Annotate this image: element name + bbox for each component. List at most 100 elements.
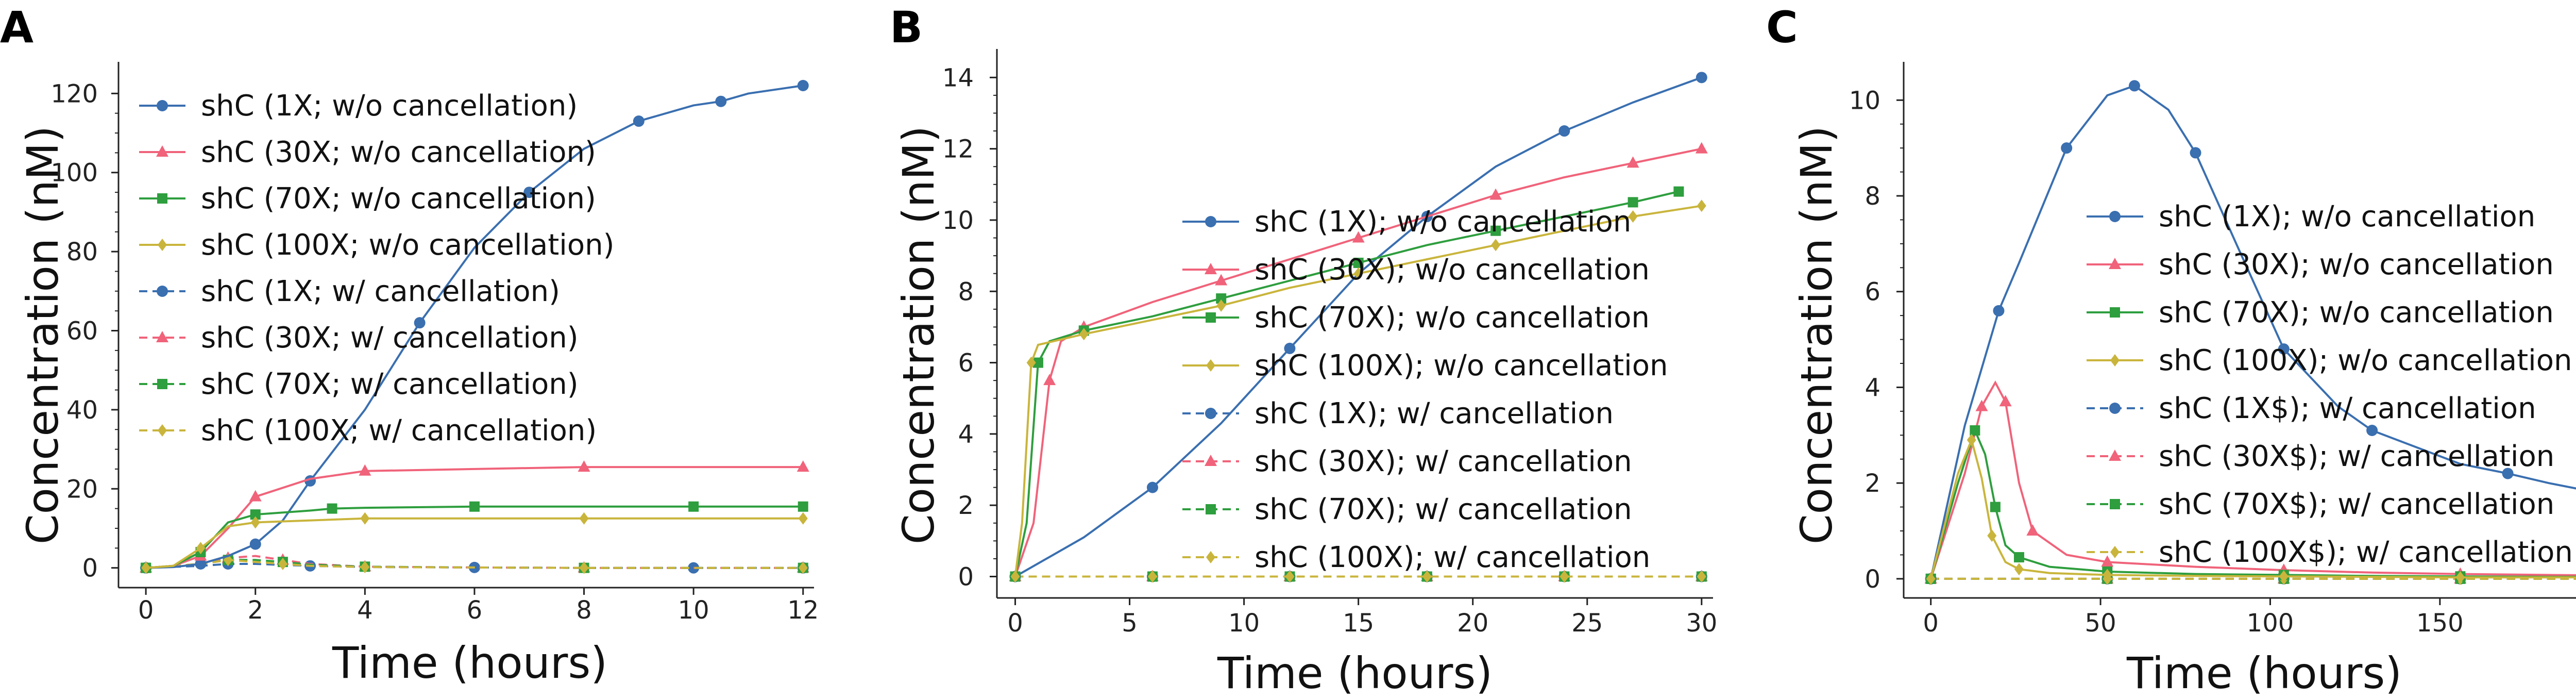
panel-b-data-point xyxy=(1628,210,1638,223)
panel-c-legend-label: shC (1X); w/o cancellation xyxy=(2159,200,2535,234)
panel-c-legend-label: shC (30X); w/o cancellation xyxy=(2159,248,2554,281)
panel-c-data-point xyxy=(2128,80,2140,92)
panel-b-data-point xyxy=(1010,570,1020,583)
panel-a-x-tick-label: 0 xyxy=(138,596,154,625)
panel-b-data-point xyxy=(1216,299,1226,312)
panel-c-data-point xyxy=(2279,570,2289,583)
panel-a-data-point xyxy=(250,516,260,529)
panel-b-y-tick-label: 2 xyxy=(958,491,974,520)
panel-b-legend-marker xyxy=(1206,504,1216,514)
panel-b-data-point xyxy=(1697,199,1706,212)
panel-a-legend-label: shC (1X; w/o cancellation) xyxy=(201,89,578,123)
panel-a-data-point xyxy=(633,115,645,127)
panel-a-legend-label: shC (70X; w/o cancellation) xyxy=(201,182,596,215)
panel-a-x-tick-label: 10 xyxy=(678,596,709,625)
panel-c-data-point xyxy=(2013,552,2024,563)
panel-b-legend-label: shC (1X); w/o cancellation xyxy=(1255,205,1631,239)
panel-a-x-tick-label: 8 xyxy=(576,596,592,625)
panel-c-legend-marker xyxy=(2110,307,2120,318)
panel-b-y-tick-label: 8 xyxy=(958,277,974,306)
panel-c-data-point xyxy=(2061,142,2073,154)
panel-b-data-point xyxy=(1147,570,1157,583)
panel-a-data-point xyxy=(688,501,699,512)
panel-a-legend-marker xyxy=(156,331,168,342)
panel-a-series-line xyxy=(145,466,803,569)
panel-a-data-point xyxy=(249,490,262,502)
panel-b-ylabel: Concentration (nM) xyxy=(893,126,944,544)
panel-letter-b: B xyxy=(890,2,923,53)
panel-a-x-tick-label: 4 xyxy=(357,596,373,625)
panel-c-data-point xyxy=(2101,555,2114,567)
panel-b-data-point xyxy=(1626,156,1639,168)
panel-a-y-tick-label: 0 xyxy=(82,554,98,583)
panel-c-data-point xyxy=(2502,468,2514,479)
panel-a-data-point xyxy=(196,542,206,555)
panel-b-legend-label: shC (70X); w/o cancellation xyxy=(1255,301,1650,335)
panel-a-y-tick-label: 80 xyxy=(66,238,98,266)
panel-a-legend-label: shC (1X; w/ cancellation) xyxy=(201,275,560,308)
panel-c-x-tick-label: 0 xyxy=(1923,609,1939,638)
panel-a-series-line xyxy=(145,517,803,569)
panel-c-data-point xyxy=(1926,572,1936,585)
panel-c-series-line xyxy=(1929,380,2576,579)
panel-c-data-point xyxy=(1970,425,1980,436)
panel-a-data-point xyxy=(195,558,207,570)
panel-c-data-point xyxy=(2026,524,2039,536)
panel-c-y-tick-label: 2 xyxy=(1865,469,1880,498)
panel-b-data-point xyxy=(1422,570,1432,583)
panel-b-data-point xyxy=(1215,274,1228,286)
panel-c-xlabel: Time (hours) xyxy=(2126,648,2402,698)
panel-c-legend: shC (1X); w/o cancellation shC (30X); w/o… xyxy=(2087,200,2573,569)
panel-a-data-point xyxy=(797,80,809,92)
panel-a-legend-marker xyxy=(157,100,168,111)
panel-b-legend-marker xyxy=(1206,551,1215,563)
panel-a-y-tick-label: 120 xyxy=(50,79,98,108)
panel-b-legend-marker xyxy=(1205,216,1216,227)
panel-b-data-point xyxy=(1489,188,1502,200)
panel-c-legend-label: shC (70X); w/o cancellation xyxy=(2159,296,2554,329)
panel-c-legend-label: shC (70X$); w/ cancellation xyxy=(2159,488,2554,521)
panel-c-y-tick-label: 6 xyxy=(1865,278,1880,307)
panel-b-data-point xyxy=(1695,142,1708,154)
panel-c-data-point xyxy=(2190,147,2201,159)
panel-a-y-tick-label: 20 xyxy=(66,475,98,504)
panel-a-y-tick-label: 60 xyxy=(66,317,98,346)
panel-b-legend-marker xyxy=(1206,312,1216,323)
panel-a-data-point xyxy=(578,460,590,472)
panel-b-data-point xyxy=(1353,257,1364,268)
panel-a-x-tick-label: 6 xyxy=(467,596,483,625)
panel-c-x-tick-label: 50 xyxy=(2085,609,2116,638)
panel-c-legend-label: shC (30X$); w/ cancellation xyxy=(2159,440,2554,473)
panel-a-data-point xyxy=(360,561,370,574)
panel-c-legend-label: shC (1X$); w/ cancellation xyxy=(2159,392,2536,425)
panel-a-data-point xyxy=(579,561,589,574)
panel-c-data-point xyxy=(1993,305,2005,316)
panel-b-xlabel: Time (hours) xyxy=(1217,648,1493,698)
panel-c-data-point xyxy=(1999,395,2012,407)
panel-a-series-line xyxy=(145,559,803,569)
panel-b-data-point xyxy=(1560,570,1569,583)
panel-a-legend-label: shC (30X; w/o cancellation) xyxy=(201,136,596,169)
panel-b-x-tick-label: 15 xyxy=(1343,609,1374,638)
panel-a-x-tick-label: 2 xyxy=(247,596,263,625)
panel-b-legend-label: shC (1X); w/ cancellation xyxy=(1255,397,1614,430)
panel-a-data-point xyxy=(278,557,287,570)
panel-a-data-point xyxy=(249,538,261,550)
panel-b-y-tick-label: 12 xyxy=(942,135,974,164)
panel-c-x-tick-label: 150 xyxy=(2416,609,2464,638)
panel-b-legend: shC (1X); w/o cancellation shC (30X); w/o… xyxy=(1182,205,1668,574)
panel-b: B Concentration (nM) Time (hours) 0 5 10 15… xyxy=(890,2,1717,698)
panel-c-legend-marker xyxy=(2109,449,2121,461)
panel-b-y-tick-label: 14 xyxy=(942,63,974,92)
panel-a-x-tick-label: 12 xyxy=(787,596,819,625)
panel-a-legend-marker xyxy=(158,239,167,251)
panel-b-data-point xyxy=(1284,342,1296,354)
panel-a-legend-label: shC (30X; w/ cancellation) xyxy=(201,321,579,355)
panel-a-series-line xyxy=(145,505,803,569)
panel-c-data-point xyxy=(1990,502,2001,512)
panel-c-ylabel: Concentration (nM) xyxy=(1791,126,1842,544)
panel-c-data-point xyxy=(2103,569,2112,581)
panel-a-legend-label: shC (100X; w/ cancellation) xyxy=(201,414,597,447)
panel-b-x-tick-label: 25 xyxy=(1571,609,1603,638)
panel-c-data-point xyxy=(1975,399,1988,411)
